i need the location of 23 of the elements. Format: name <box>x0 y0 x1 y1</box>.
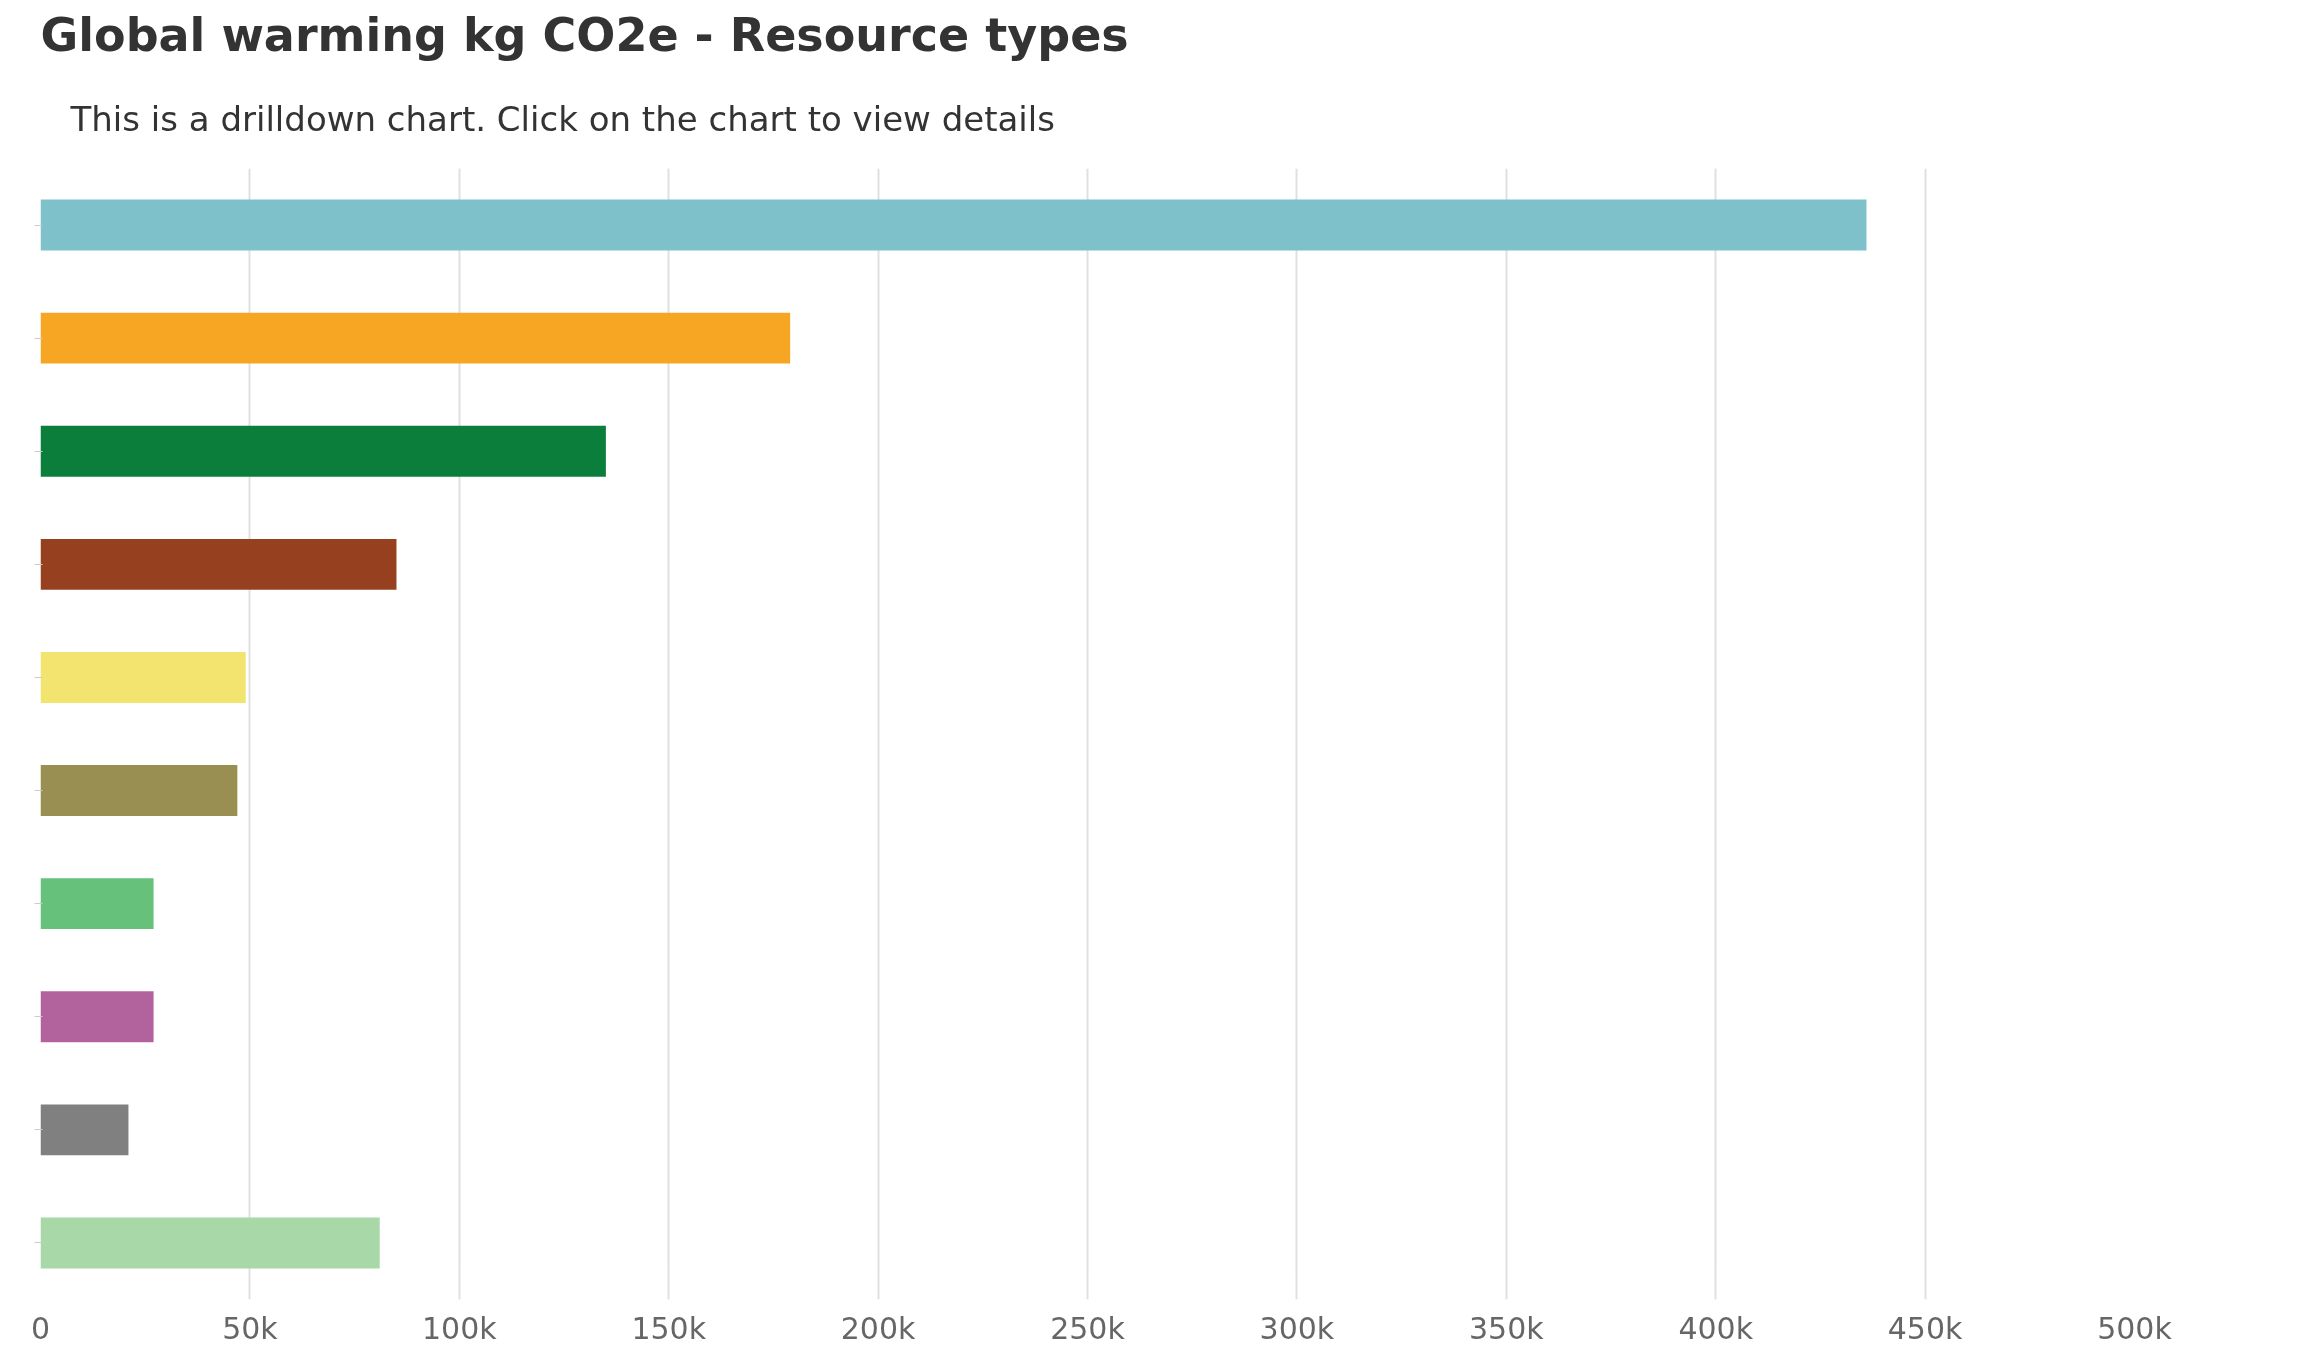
bar <box>40 765 238 816</box>
bar <box>40 652 246 703</box>
chart-subtitle: This is a drilldown chart. Click on the chart to view details <box>69 98 1055 139</box>
x-tick-label: 150k <box>631 1310 707 1346</box>
x-tick-label: 0 <box>30 1310 51 1346</box>
bar <box>40 425 606 477</box>
x-tick-label: 450k <box>1887 1310 1964 1346</box>
bar <box>40 991 154 1043</box>
x-tick-label: 100k <box>421 1310 498 1346</box>
x-tick-label: 300k <box>1259 1310 1335 1346</box>
x-tick-label: 50k <box>222 1310 279 1346</box>
x-tick-label: 500k <box>2097 1310 2173 1346</box>
bar <box>40 199 1867 251</box>
bar <box>40 1217 380 1269</box>
chart-title: Global warming kg CO2e - Resource types <box>40 7 1129 62</box>
x-tick-label: 200k <box>840 1310 917 1346</box>
bar <box>40 878 154 930</box>
x-tick-label: 250k <box>1050 1310 1126 1346</box>
bar <box>40 538 397 590</box>
bar <box>40 1104 129 1156</box>
x-tick-label: 400k <box>1678 1310 1754 1346</box>
x-tick-label: 350k <box>1468 1310 1545 1346</box>
bar <box>40 312 791 364</box>
